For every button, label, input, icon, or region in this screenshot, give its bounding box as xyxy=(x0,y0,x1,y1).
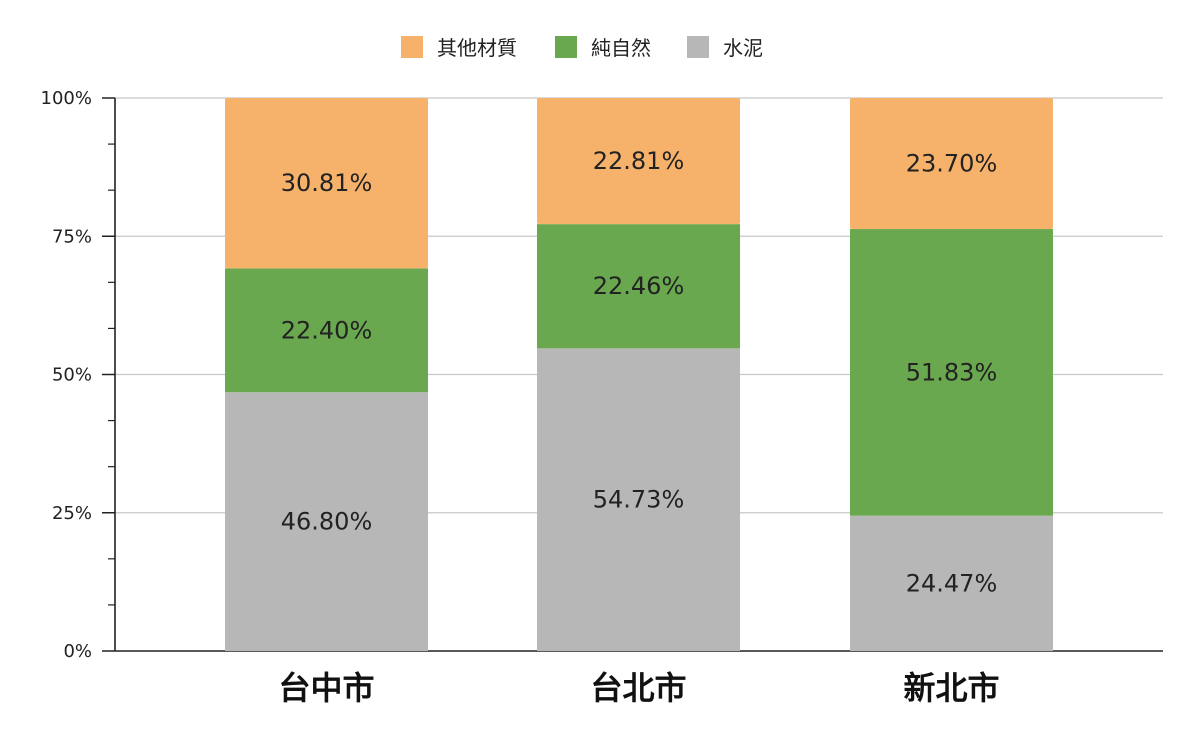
legend-item-水泥: 水泥 xyxy=(687,36,763,60)
y-tick-label-25pct: 25% xyxy=(52,503,92,524)
y-tick-label-50pct: 50% xyxy=(52,365,92,386)
data-label-台中市-水泥: 46.80% xyxy=(281,508,373,536)
category-labels: 台中市 台北市 新北市 xyxy=(278,669,999,707)
bar-台北市-水泥 xyxy=(537,348,740,651)
data-label-台北市-純自然: 22.46% xyxy=(593,272,685,300)
y-tick-label-75pct: 75% xyxy=(52,226,92,247)
legend-label-其他材質: 其他材質 xyxy=(437,36,517,60)
data-label-新北市-其他材質: 23.70% xyxy=(906,150,998,178)
legend-label-純自然: 純自然 xyxy=(591,36,651,60)
bar-新北市-水泥 xyxy=(850,515,1053,651)
legend-item-純自然: 純自然 xyxy=(555,36,651,60)
legend: 其他材質 純自然 水泥 xyxy=(401,36,763,60)
y-tick-label-0pct: 0% xyxy=(63,641,92,662)
legend-swatch-水泥 xyxy=(687,36,709,58)
legend-swatch-其他材質 xyxy=(401,36,423,58)
data-label-台北市-其他材質: 22.81% xyxy=(593,147,685,175)
value-labels: 46.80% 22.40% 30.81% 54.73% 22.46% 22.81% 24.4… xyxy=(281,147,998,597)
legend-item-其他材質: 其他材質 xyxy=(401,36,517,60)
x-category-label-新北市: 新北市 xyxy=(903,669,999,707)
x-category-label-台中市: 台中市 xyxy=(278,669,374,707)
bar-新北市-其他材質 xyxy=(850,98,1053,230)
data-label-台北市-水泥: 54.73% xyxy=(593,486,685,514)
data-label-台中市-純自然: 22.40% xyxy=(281,316,373,344)
bar-台北市-其他材質 xyxy=(537,98,740,225)
data-label-新北市-水泥: 24.47% xyxy=(906,569,998,597)
bar-台中市-水泥 xyxy=(225,392,428,651)
legend-swatch-純自然 xyxy=(555,36,577,58)
data-label-台中市-其他材質: 30.81% xyxy=(281,169,373,197)
bar-台中市-其他材質 xyxy=(225,97,428,269)
bar-台中市-純自然 xyxy=(225,268,428,393)
bars xyxy=(225,97,1053,651)
data-label-新北市-純自然: 51.83% xyxy=(906,358,998,386)
x-category-label-台北市: 台北市 xyxy=(590,669,686,707)
bar-新北市-純自然 xyxy=(850,229,1053,516)
legend-label-水泥: 水泥 xyxy=(723,36,763,60)
bar-台北市-純自然 xyxy=(537,224,740,349)
y-tick-label-100pct: 100% xyxy=(41,88,92,109)
